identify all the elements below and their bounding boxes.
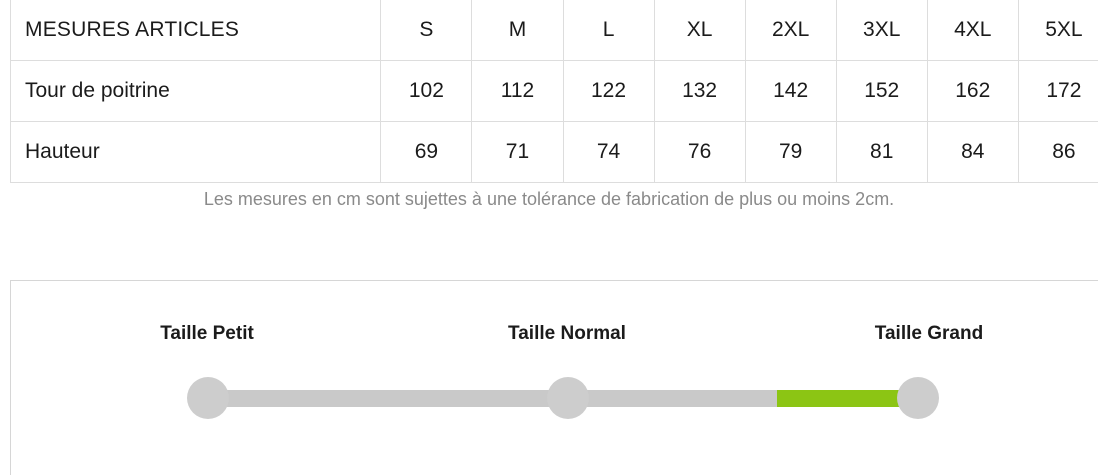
cell-height-l: 74 bbox=[562, 121, 655, 183]
fit-slider-knob-large[interactable] bbox=[897, 377, 939, 419]
cell-height-m: 71 bbox=[471, 121, 564, 183]
cell-chest-5xl: 172 bbox=[1017, 60, 1098, 122]
cell-chest-2xl: 142 bbox=[744, 60, 837, 122]
size-measurements-table: MESURES ARTICLES S M L XL 2XL 3XL 4XL 5X… bbox=[9, 0, 1098, 183]
cell-chest-xl: 132 bbox=[653, 60, 746, 122]
fit-slider-knob-normal[interactable] bbox=[547, 377, 589, 419]
column-header-2xl: 2XL bbox=[744, 0, 837, 61]
fit-label-large: Taille Grand bbox=[874, 323, 984, 344]
cell-height-s: 69 bbox=[380, 121, 473, 183]
cell-height-4xl: 84 bbox=[926, 121, 1019, 183]
cell-chest-s: 102 bbox=[380, 60, 473, 122]
tolerance-note: Les mesures en cm sont sujettes à une to… bbox=[203, 189, 895, 209]
cell-height-5xl: 86 bbox=[1017, 121, 1098, 183]
column-header-s: S bbox=[380, 0, 473, 61]
table-row: Tour de poitrine 102 112 122 132 142 152… bbox=[9, 60, 1098, 122]
fit-slider[interactable] bbox=[187, 377, 939, 419]
table-row: Hauteur 69 71 74 76 79 81 84 86 bbox=[9, 121, 1098, 183]
size-table-container: MESURES ARTICLES S M L XL 2XL 3XL 4XL 5X… bbox=[9, 0, 1098, 183]
fit-slider-labels: Taille Petit Taille Normal Taille Grand bbox=[123, 323, 1015, 349]
column-header-3xl: 3XL bbox=[835, 0, 928, 61]
cell-height-2xl: 79 bbox=[744, 121, 837, 183]
row-label-chest: Tour de poitrine bbox=[9, 60, 382, 122]
row-label-height: Hauteur bbox=[9, 121, 382, 183]
fit-slider-knob-small[interactable] bbox=[187, 377, 229, 419]
column-header-4xl: 4XL bbox=[926, 0, 1019, 61]
fit-label-small: Taille Petit bbox=[160, 323, 254, 344]
fit-label-normal: Taille Normal bbox=[508, 323, 626, 344]
column-header-5xl: 5XL bbox=[1017, 0, 1098, 61]
table-header-measures-label: MESURES ARTICLES bbox=[9, 0, 382, 61]
cell-chest-m: 112 bbox=[471, 60, 564, 122]
table-header-row: MESURES ARTICLES S M L XL 2XL 3XL 4XL 5X… bbox=[9, 0, 1098, 61]
fit-slider-panel: Taille Petit Taille Normal Taille Grand bbox=[10, 280, 1098, 475]
fit-slider-fill-large bbox=[776, 390, 919, 407]
cell-chest-4xl: 162 bbox=[926, 60, 1019, 122]
column-header-l: L bbox=[562, 0, 655, 61]
column-header-m: M bbox=[471, 0, 564, 61]
cell-chest-l: 122 bbox=[562, 60, 655, 122]
cell-chest-3xl: 152 bbox=[835, 60, 928, 122]
cell-height-xl: 76 bbox=[653, 121, 746, 183]
cell-height-3xl: 81 bbox=[835, 121, 928, 183]
column-header-xl: XL bbox=[653, 0, 746, 61]
